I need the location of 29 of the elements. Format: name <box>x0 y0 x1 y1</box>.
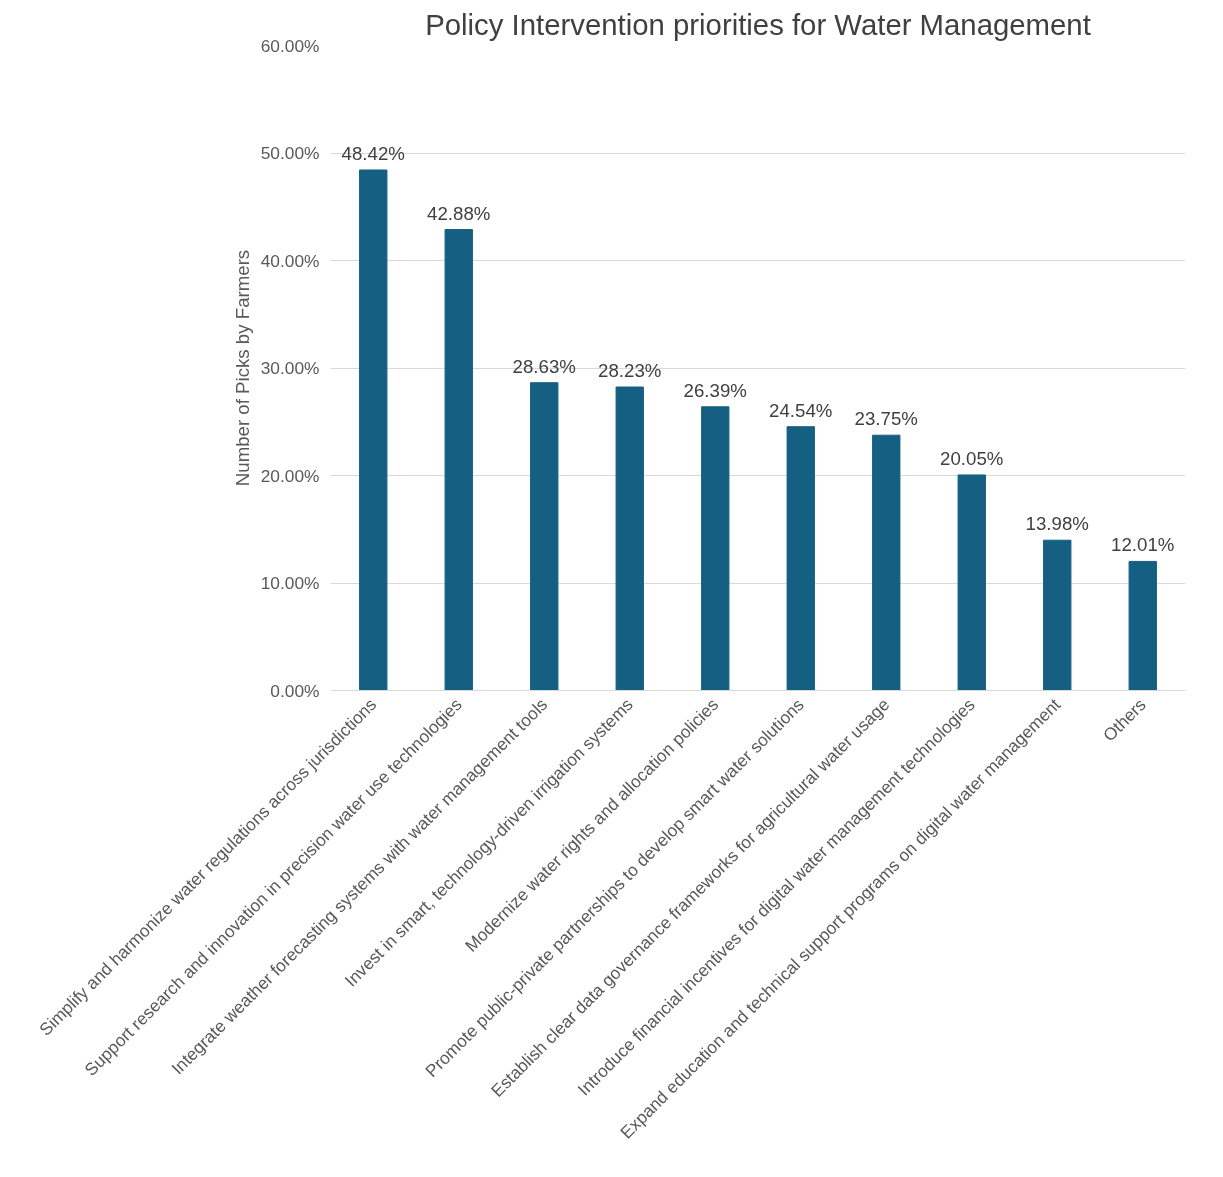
y-tick-label: 60.00% <box>260 35 320 56</box>
y-tick-label: 40.00% <box>260 250 320 271</box>
data-label: 13.98% <box>1025 513 1089 535</box>
chart-title: Policy Intervention priorities for Water Management <box>425 7 1091 41</box>
y-tick-label: 50.00% <box>260 143 320 163</box>
data-label: 28.23% <box>598 360 662 382</box>
data-label: 20.05% <box>940 447 1004 469</box>
y-tick-label: 30.00% <box>260 358 320 378</box>
bar <box>530 382 559 691</box>
bar <box>615 386 644 691</box>
data-label: 12.01% <box>1111 534 1175 556</box>
data-label: 24.54% <box>769 399 833 421</box>
y-axis-title: Number of Picks by Farmers <box>231 249 253 487</box>
bar <box>1043 539 1072 691</box>
y-tick-label: 20.00% <box>260 465 320 486</box>
bar <box>1128 560 1157 691</box>
data-label: 48.42% <box>341 142 405 164</box>
bar <box>444 229 473 691</box>
bar <box>786 426 815 691</box>
bar <box>872 434 901 691</box>
y-tick-label: 0.00% <box>270 680 320 701</box>
data-label: 42.88% <box>427 202 491 224</box>
y-tick-label: 10.00% <box>260 573 320 593</box>
bar <box>701 406 730 691</box>
data-label: 23.75% <box>854 408 918 430</box>
data-label: 28.63% <box>512 355 576 377</box>
bar <box>359 169 388 691</box>
data-label: 26.39% <box>683 379 747 401</box>
bar <box>957 474 986 691</box>
